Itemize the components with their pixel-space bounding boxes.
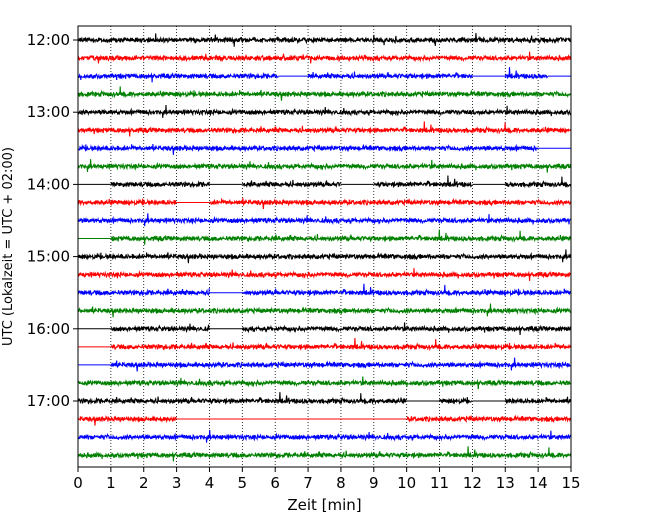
trace-signal (77, 446, 572, 462)
trace-signal (77, 86, 571, 101)
plot-frame (77, 25, 572, 468)
x-tick-label: 11 (430, 474, 449, 492)
trace-row-1430 (77, 213, 571, 227)
trace-signal (110, 357, 572, 372)
trace-row-1545 (77, 303, 571, 318)
trace-signal (77, 104, 572, 118)
trace-row-1530 (77, 283, 572, 297)
trace-row-1345 (77, 159, 571, 173)
x-tick-label: 4 (205, 474, 215, 492)
trace-signal (110, 322, 572, 336)
x-tick-label: 13 (496, 474, 515, 492)
x-tick-label: 8 (336, 474, 346, 492)
x-tick-label: 10 (397, 474, 416, 492)
trace-signal (110, 229, 571, 245)
trace-signal (77, 143, 539, 155)
x-tick-label: 14 (529, 474, 548, 492)
x-axis-label: Zeit [min] (287, 496, 361, 514)
trace-row-1400 (78, 175, 572, 189)
trace-row-1745 (77, 446, 572, 462)
trace-row-1200 (77, 33, 572, 47)
trace-row-1315 (77, 121, 572, 137)
y-tick-label: 16:00 (27, 320, 70, 338)
trace-signal (77, 303, 571, 318)
trace-signal (77, 414, 572, 426)
trace-row-1645 (77, 376, 571, 390)
trace-row-1330 (77, 143, 571, 155)
y-tick-label: 15:00 (27, 248, 70, 266)
x-tick-label: 0 (73, 474, 83, 492)
trace-signal (77, 51, 572, 64)
trace-signal (77, 121, 572, 137)
trace-row-1415 (77, 197, 572, 210)
trace-row-1730 (77, 429, 572, 443)
y-tick-label: 13:00 (27, 103, 70, 121)
trace-row-1630 (78, 357, 572, 372)
trace-row-1600 (78, 322, 572, 336)
trace-signal (77, 33, 572, 47)
trace-row-1715 (77, 414, 572, 426)
trace-row-1615 (78, 337, 572, 352)
x-tick-label: 3 (172, 474, 182, 492)
x-tick-label: 5 (238, 474, 248, 492)
trace-row-1245 (77, 86, 571, 101)
trace-signal (110, 175, 572, 189)
x-tick-label: 12 (463, 474, 482, 492)
x-tick-label: 15 (561, 474, 580, 492)
x-tick-label: 6 (270, 474, 280, 492)
trace-row-1515 (77, 268, 572, 281)
trace-row-1700 (77, 392, 572, 406)
trace-signal (77, 249, 572, 264)
trace-signal (77, 392, 572, 406)
x-axis-ticks: 0 1 2 3 4 5 6 7 8 9 10 11 12 13 14 15 (73, 467, 581, 492)
trace-signal (77, 283, 572, 297)
y-axis-ticks: 12:00 13:00 14:00 15:00 16:00 17:00 (27, 31, 78, 410)
trace-signal (77, 67, 549, 83)
x-tick-label: 9 (369, 474, 379, 492)
trace-signal (77, 429, 572, 443)
trace-row-1445 (78, 229, 571, 245)
seismic-traces (77, 33, 572, 462)
y-tick-label: 17:00 (27, 392, 70, 410)
trace-row-1300 (77, 104, 572, 118)
x-tick-label: 1 (106, 474, 116, 492)
trace-row-1500 (77, 249, 572, 264)
trace-signal (77, 268, 572, 281)
y-tick-label: 12:00 (27, 31, 70, 49)
trace-signal (77, 376, 571, 390)
x-tick-label: 2 (139, 474, 149, 492)
trace-row-1215 (77, 51, 572, 64)
x-tick-label: 7 (303, 474, 313, 492)
y-tick-label: 14:00 (27, 175, 70, 193)
trace-signal (77, 159, 571, 173)
trace-signal (77, 197, 572, 210)
y-axis-label: UTC (Lokalzeit = UTC + 02:00) (1, 147, 16, 346)
trace-row-1230 (77, 67, 571, 83)
trace-signal (110, 337, 572, 352)
trace-signal (77, 213, 571, 227)
